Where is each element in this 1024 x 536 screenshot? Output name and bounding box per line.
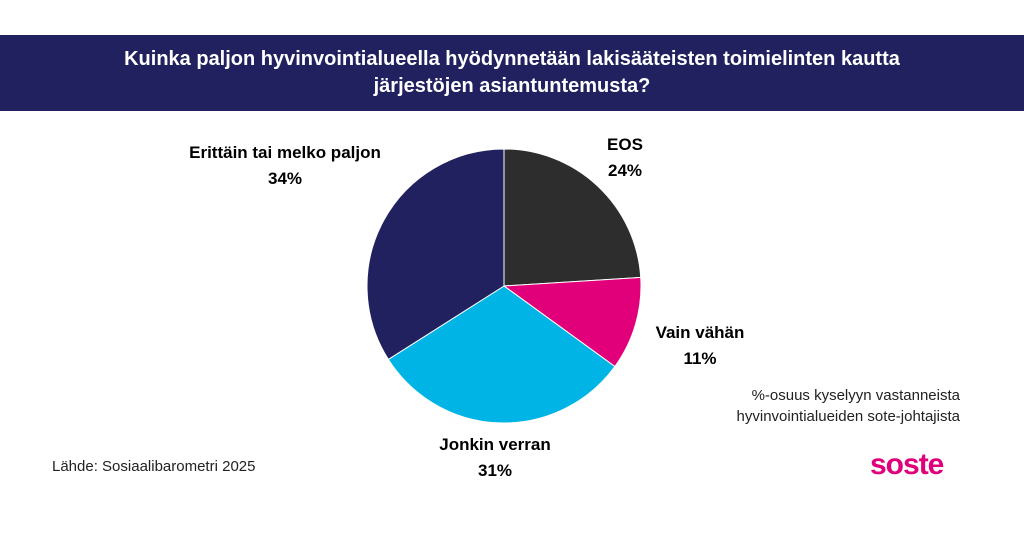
pie-slice-eos: [503, 148, 642, 287]
label-eos-value: 24%: [607, 161, 643, 180]
chart-title-line2: järjestöjen asiantuntemusta?: [373, 75, 651, 97]
respondents-note: %-osuus kyselyyn vastanneista hyvinvoint…: [700, 385, 960, 427]
label-vain-vahan-name: Vain vähän: [655, 323, 745, 342]
respondents-note-line2: hyvinvointialueiden sote-johtajista: [736, 408, 960, 425]
source-text: Lähde: Sosiaalibarometri 2025: [52, 458, 256, 475]
chart-title: Kuinka paljon hyvinvointialueella hyödyn…: [42, 46, 982, 100]
title-band: Kuinka paljon hyvinvointialueella hyödyn…: [0, 35, 1024, 111]
label-jonkin-verran-value: 31%: [477, 461, 513, 480]
label-erittain-tai-melko-paljon: Erittäin tai melko paljon 34%: [150, 140, 420, 192]
pie-slice-eritt-in-tai-melko-paljon: [366, 148, 505, 361]
pie-slice-jonkin-verran: [387, 285, 616, 424]
respondents-note-line1: %-osuus kyselyyn vastanneista: [751, 387, 960, 404]
label-vain-vahan: Vain vähän 11%: [630, 320, 770, 372]
label-eos: EOS 24%: [570, 132, 680, 184]
soste-logo: soste: [870, 448, 944, 481]
label-jonkin-verran: Jonkin verran 31%: [405, 432, 585, 484]
label-erittain-value: 34%: [267, 169, 303, 188]
chart-title-line1: Kuinka paljon hyvinvointialueella hyödyn…: [124, 48, 900, 70]
label-vain-vahan-value: 11%: [683, 349, 717, 368]
pie-slice-vain-v-h-n: [502, 276, 642, 368]
label-eos-name: EOS: [607, 135, 643, 154]
label-erittain-name: Erittäin tai melko paljon: [189, 143, 381, 162]
label-jonkin-verran-name: Jonkin verran: [439, 435, 551, 454]
